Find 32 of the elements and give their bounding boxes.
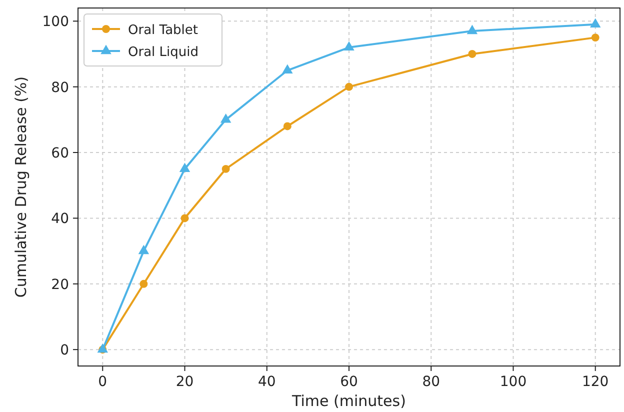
point: [283, 122, 292, 130]
x-tick-label: 120: [582, 374, 609, 390]
point: [466, 24, 478, 34]
y-axis-title: Cumulative Drug Release (%): [12, 76, 30, 298]
point: [179, 162, 190, 172]
y-tick-label: 0: [60, 342, 69, 359]
point: [222, 164, 230, 173]
point: [282, 64, 293, 74]
legend-label: Oral Liquid: [128, 45, 198, 60]
point: [345, 82, 353, 91]
point: [140, 280, 148, 288]
y-tick-label: 60: [51, 146, 69, 162]
point: [590, 18, 601, 28]
point: [180, 214, 189, 222]
x-tick-label: 0: [98, 374, 108, 390]
x-tick-label: 80: [422, 374, 440, 390]
y-tick-label: 100: [42, 14, 69, 30]
x-tick-label: 20: [176, 374, 194, 390]
x-tick-label: 60: [340, 374, 358, 390]
x-axis-title: Time (minutes): [291, 392, 406, 410]
legend-label: Oral Tablet: [128, 23, 198, 38]
point: [220, 113, 232, 123]
point: [468, 50, 476, 58]
y-tick-label: 80: [51, 80, 69, 96]
y-tick-label: 20: [51, 276, 69, 293]
point: [591, 34, 600, 42]
point: [344, 41, 354, 51]
x-tick-label: 100: [500, 374, 527, 390]
x-tick-label: 40: [258, 374, 276, 390]
point: [97, 343, 108, 353]
y-tick-label: 40: [51, 211, 69, 228]
point: [138, 244, 150, 254]
